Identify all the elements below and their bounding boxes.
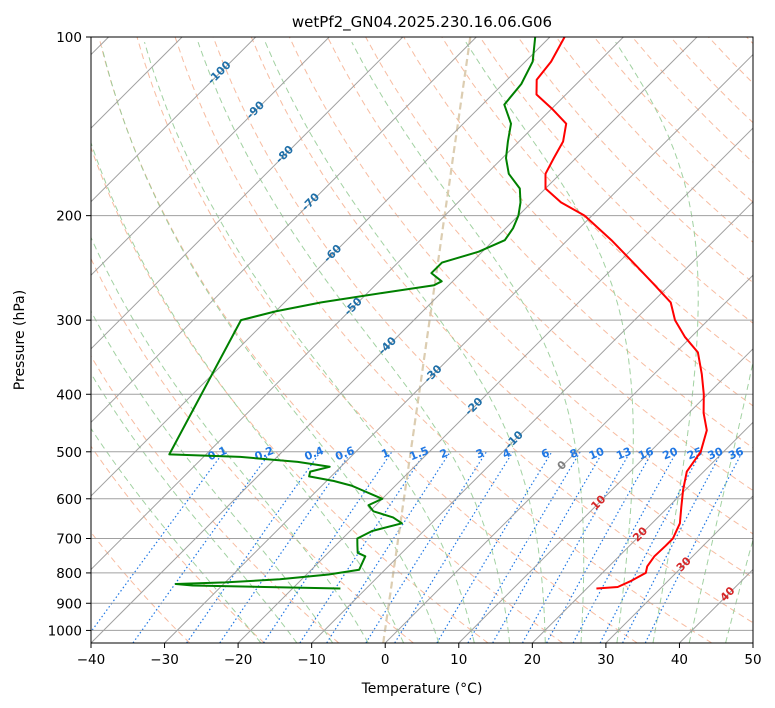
y-tick-label: 600 bbox=[56, 492, 82, 508]
dry-adiabat bbox=[98, 37, 563, 643]
x-tick-label: 10 bbox=[450, 652, 467, 668]
dry-adiabat bbox=[250, 37, 753, 579]
y-tick-label: 400 bbox=[56, 387, 82, 403]
mixing-ratio-line bbox=[219, 451, 352, 643]
moist-adiabat bbox=[91, 141, 405, 643]
x-tick-label: 50 bbox=[744, 652, 761, 668]
plot-frame bbox=[90, 36, 754, 644]
mixing-ratio-line bbox=[572, 451, 678, 643]
x-tick-label: −30 bbox=[150, 652, 179, 668]
mixing-ratio-label: 13 bbox=[614, 445, 633, 463]
y-axis: 100 200 300 400 500 600 700 800 900 1000 bbox=[48, 30, 91, 639]
mixing-ratio-label: 10 bbox=[587, 445, 606, 463]
mixing-ratio-line bbox=[91, 451, 225, 633]
isotherm-line bbox=[91, 37, 624, 571]
pressure-gridlines bbox=[91, 37, 753, 631]
y-tick-label: 200 bbox=[56, 209, 82, 225]
mixing-ratio-label: 16 bbox=[636, 445, 655, 463]
y-tick-label: 800 bbox=[56, 566, 82, 582]
x-tick-label: 0 bbox=[381, 652, 390, 668]
mixing-ratio-line bbox=[365, 451, 487, 643]
temperature-line bbox=[535, 37, 708, 590]
x-tick-label: −10 bbox=[297, 652, 326, 668]
isotherm-line bbox=[91, 37, 551, 497]
dewpoint-line bbox=[168, 37, 537, 590]
mixing-ratio-label: 3 bbox=[474, 446, 486, 461]
moist-adiabats bbox=[91, 41, 753, 643]
moist-adiabat bbox=[465, 41, 634, 643]
ccl-curve bbox=[382, 37, 472, 643]
mixing-ratio-line bbox=[436, 451, 553, 643]
chart-title: wetPf2_GN04.2025.230.16.06.G06 bbox=[292, 13, 552, 32]
mixing-ratio-label: 1 bbox=[379, 446, 391, 461]
mixing-ratio-label: 20 bbox=[661, 445, 680, 463]
moist-adiabat bbox=[101, 46, 440, 643]
x-tick-label: 20 bbox=[524, 652, 541, 668]
x-tick-label: −40 bbox=[77, 652, 106, 668]
moist-adiabat bbox=[197, 41, 511, 643]
isotherm-line bbox=[164, 53, 753, 643]
isotherm-line bbox=[237, 127, 753, 643]
moist-adiabat bbox=[264, 41, 546, 643]
isotherm-line bbox=[311, 200, 753, 643]
profile-series bbox=[168, 37, 708, 590]
moist-adiabat bbox=[725, 538, 753, 643]
moist-adiabat bbox=[91, 427, 262, 643]
mixing-ratio-line bbox=[299, 451, 426, 643]
x-tick-label: −20 bbox=[224, 652, 253, 668]
isotherm-line bbox=[458, 348, 753, 643]
y-tick-label: 1000 bbox=[48, 623, 82, 639]
x-tick-label: 40 bbox=[671, 652, 688, 668]
mixing-ratio-label: 36 bbox=[726, 445, 745, 463]
mixing-ratio-line bbox=[186, 451, 321, 643]
mixing-ratio-line bbox=[132, 451, 272, 643]
mixing-ratio-line bbox=[521, 451, 631, 643]
moist-adiabat bbox=[91, 310, 334, 643]
dry-adiabat bbox=[91, 257, 414, 643]
dry-adiabat bbox=[91, 445, 265, 643]
x-axis: −40 −30 −20 −10 0 10 20 30 40 50 bbox=[77, 643, 762, 668]
isotherm-line bbox=[91, 37, 404, 350]
x-axis-label: Temperature (°C) bbox=[361, 681, 483, 697]
y-tick-label: 900 bbox=[56, 596, 82, 612]
y-tick-label: 100 bbox=[56, 30, 82, 46]
mixing-ratio-lines bbox=[91, 451, 743, 643]
isotherms bbox=[91, 37, 753, 643]
y-tick-label: 300 bbox=[56, 313, 82, 329]
dry-adiabat bbox=[327, 37, 753, 492]
isotherm-line bbox=[91, 37, 257, 203]
dry-adiabat bbox=[91, 355, 340, 643]
mixing-ratio-line bbox=[262, 451, 393, 643]
mixing-ratio-label: 30 bbox=[706, 445, 725, 463]
dry-adiabat bbox=[288, 37, 753, 535]
x-tick-label: 30 bbox=[597, 652, 614, 668]
isotherm-line bbox=[531, 421, 753, 643]
mixing-ratio-line bbox=[326, 451, 451, 643]
isotherm-line bbox=[91, 37, 330, 276]
y-axis-label: Pressure (hPa) bbox=[12, 290, 28, 390]
mixing-ratio-label: 2 bbox=[438, 446, 450, 461]
mixing-ratio-line bbox=[599, 451, 702, 643]
mixing-ratio-line bbox=[546, 451, 653, 643]
moist-adiabat bbox=[91, 372, 298, 643]
ccl-curve-line bbox=[382, 37, 472, 643]
moist-adiabat bbox=[615, 41, 699, 643]
mixing-ratio-label: 25 bbox=[685, 445, 704, 463]
moist-adiabat bbox=[351, 41, 585, 643]
y-tick-label: 700 bbox=[56, 532, 82, 548]
dry-adiabat bbox=[136, 37, 638, 643]
moist-adiabat bbox=[91, 236, 369, 643]
dry-adiabat bbox=[212, 37, 753, 624]
isotherm-line bbox=[91, 37, 698, 643]
isotherm-line bbox=[605, 495, 753, 643]
y-tick-label: 500 bbox=[56, 445, 82, 461]
dry-adiabat bbox=[174, 37, 713, 643]
mixing-ratio-label: 8 bbox=[568, 446, 580, 461]
dry-adiabats bbox=[91, 37, 753, 643]
isotherm-line bbox=[91, 37, 477, 424]
moist-adiabat bbox=[688, 359, 753, 643]
